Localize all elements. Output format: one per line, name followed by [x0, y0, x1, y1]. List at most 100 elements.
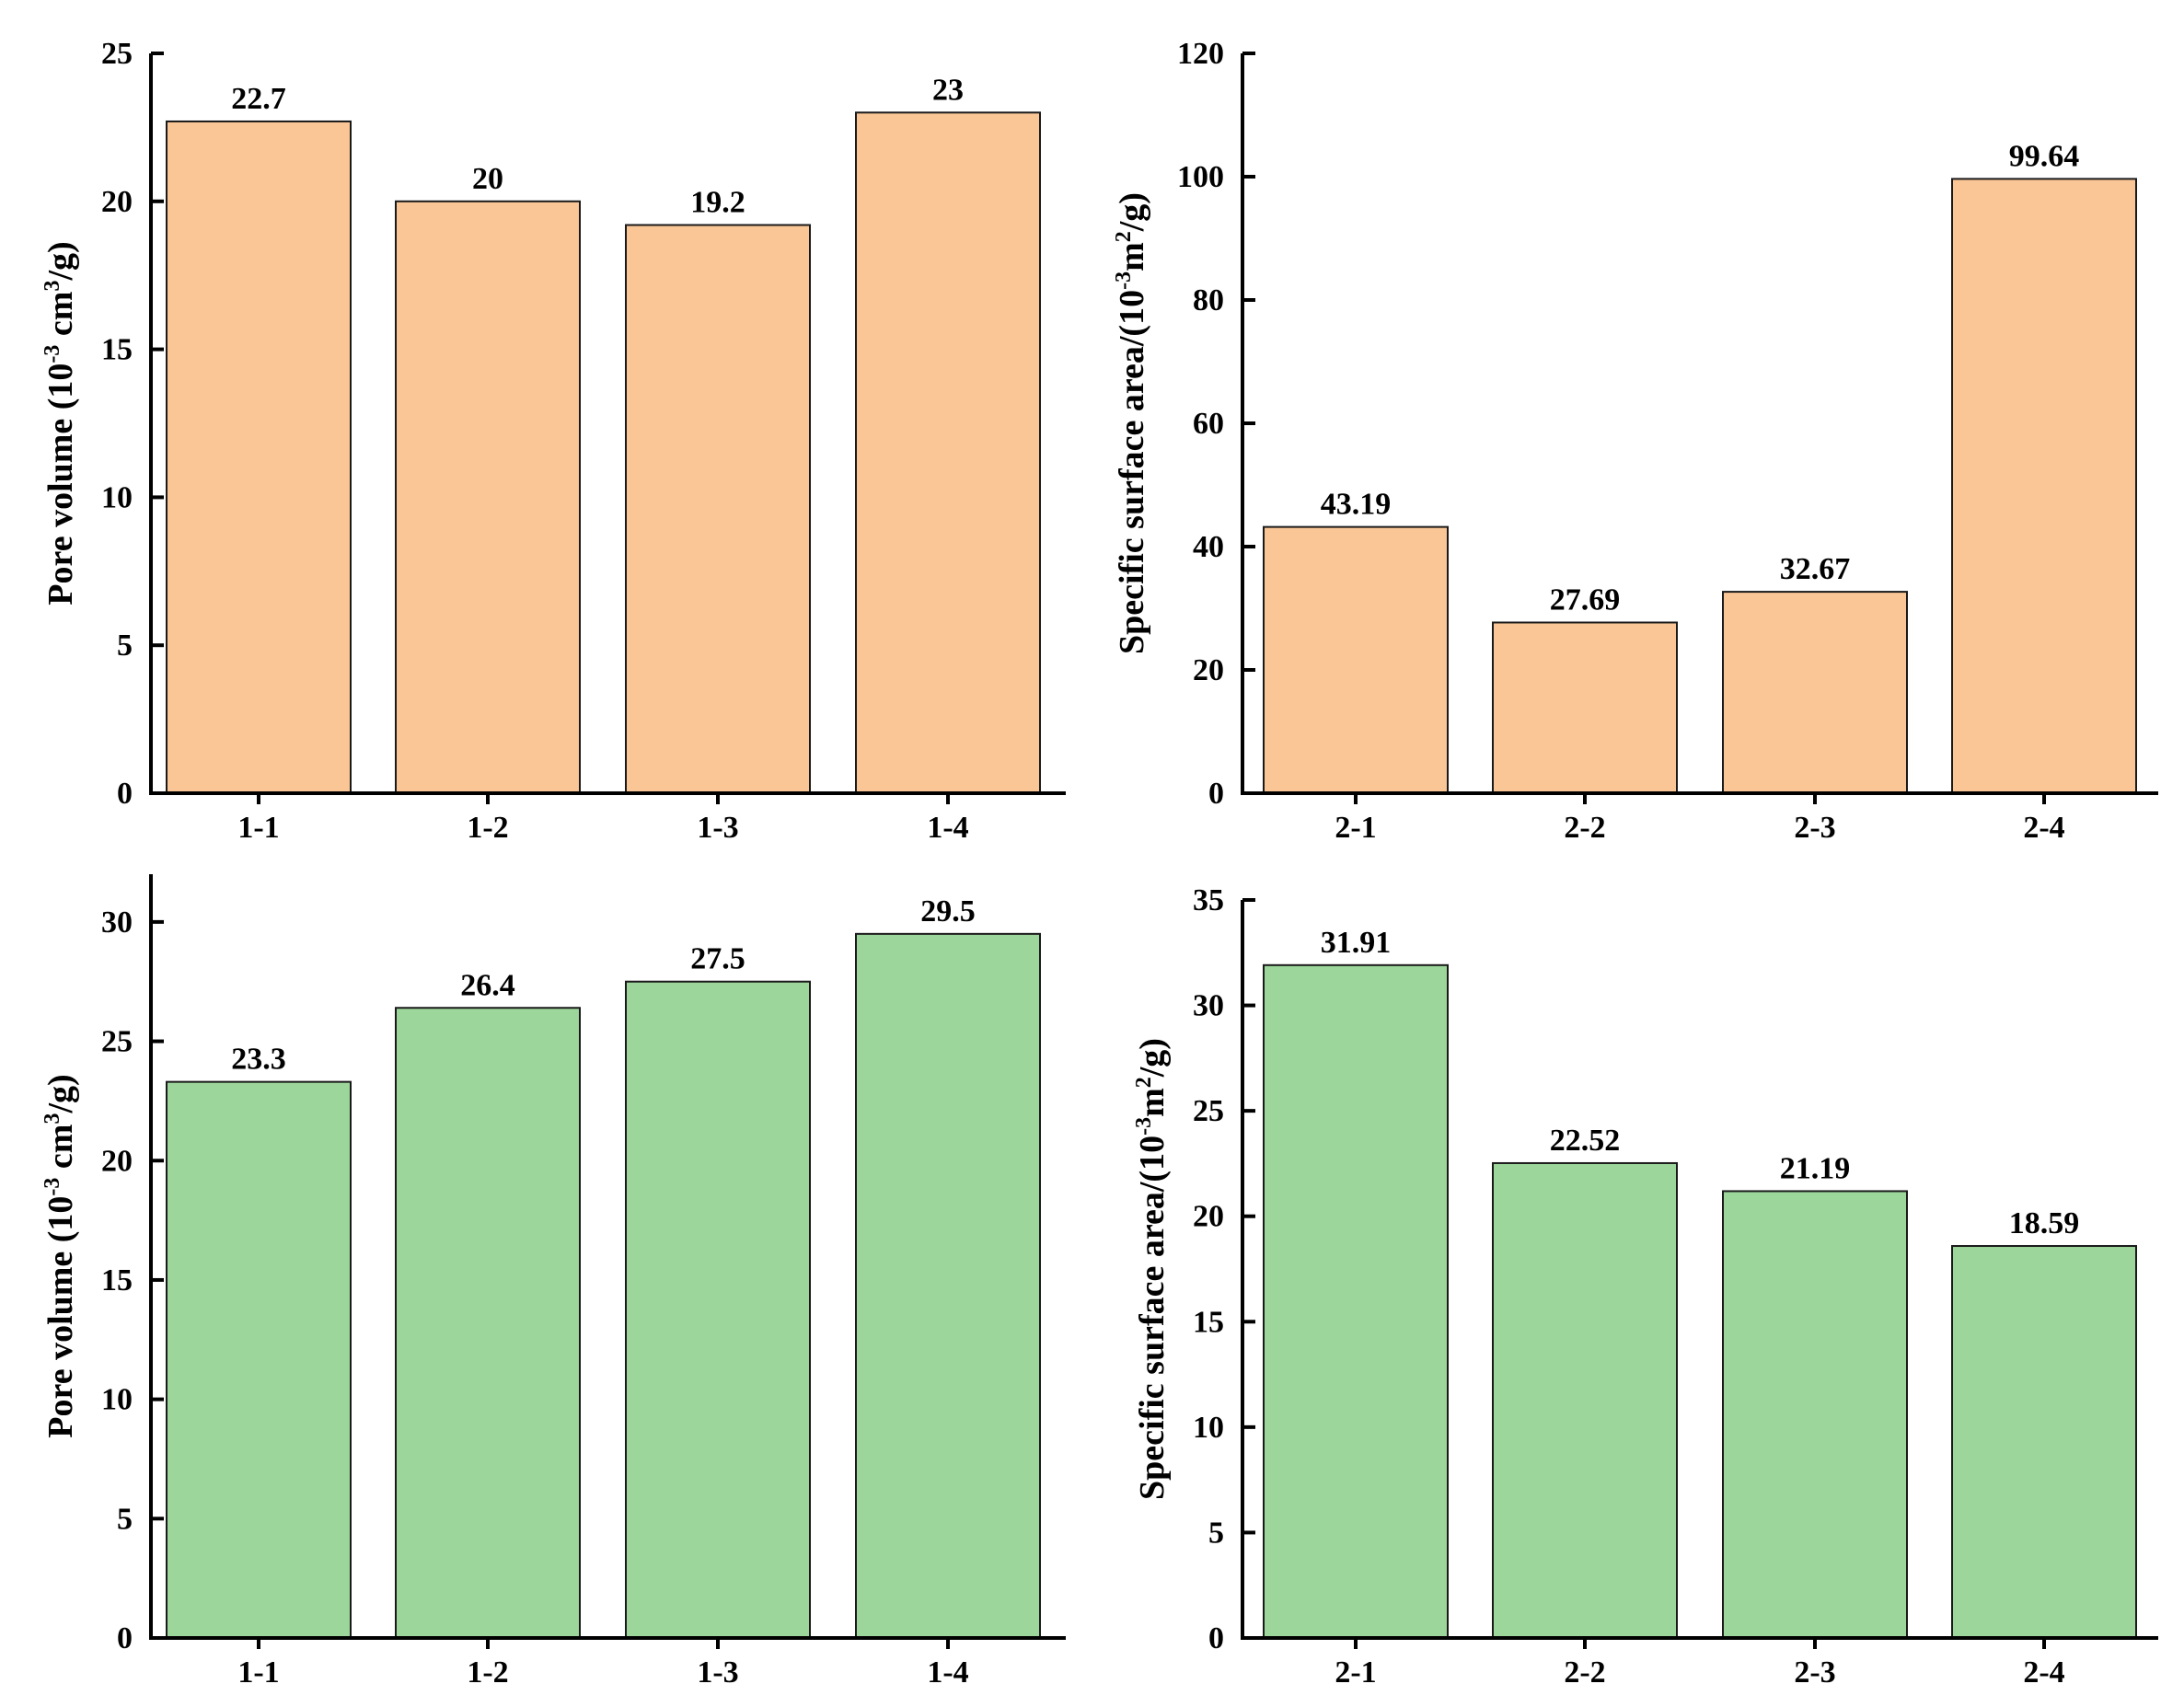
y-tick-label: 5 — [1208, 1516, 1224, 1550]
y-axis-label-superscript: 2 — [1132, 1077, 1156, 1088]
x-tick-label: 1-1 — [237, 1655, 279, 1690]
bar-2-1 — [1263, 525, 1449, 794]
x-tick-label: 1-2 — [467, 811, 508, 845]
y-axis-label-part: m — [1113, 242, 1151, 271]
bar-1-2 — [395, 200, 581, 795]
data-label-1-1: 22.7 — [231, 82, 286, 116]
y-axis-label: Specific surface area/(10-3m2/g) — [1132, 1038, 1172, 1500]
y-tick-label: 30 — [101, 905, 133, 940]
y-tick-label: 100 — [1177, 160, 1224, 194]
x-tick-label: 2-4 — [2023, 811, 2064, 845]
y-axis-label-superscript: -3 — [1112, 271, 1136, 290]
y-axis-label-part: Specific surface area/(10 — [1133, 1136, 1172, 1500]
y-tick-label: 5 — [117, 1502, 133, 1536]
x-tick-label: 2-3 — [1794, 811, 1835, 845]
data-label-1-1: 23.3 — [231, 1043, 286, 1077]
y-tick-label: 20 — [101, 1144, 133, 1178]
y-tick-label: 0 — [1208, 1621, 1224, 1655]
chart-panel-bottom-left: 23.3 26.4 27.5 29.5 0 5 10 15 20 25 30 1-1 1-2 1-3 1-4… — [40, 874, 1066, 1690]
data-label-2-4: 99.64 — [2009, 139, 2080, 173]
y-tick-label: 60 — [1193, 407, 1224, 441]
y-tick-label: 35 — [1193, 883, 1224, 917]
bar-2-4 — [1951, 1245, 2137, 1639]
y-axis-label-part: /g) — [1113, 192, 1151, 232]
bar-1-3 — [625, 980, 811, 1639]
y-tick-label: 15 — [1193, 1305, 1224, 1339]
chart-panel-bottom-right: 31.91 22.52 21.19 18.59 0 5 10 15 20 25 30 35 2-1 2-2… — [1132, 883, 2158, 1690]
y-tick-label: 0 — [117, 1621, 133, 1655]
y-axis-label-superscript: -3 — [1132, 1117, 1156, 1136]
x-tick-label: 1-4 — [927, 1655, 968, 1690]
data-label-1-3: 19.2 — [690, 186, 745, 220]
y-axis-label-part: Specific surface area/(10 — [1113, 290, 1151, 654]
bar-1-1 — [166, 1080, 352, 1639]
x-tick-label: 1-4 — [927, 811, 968, 845]
y-tick-label: 15 — [101, 1263, 133, 1298]
y-tick-label: 15 — [101, 333, 133, 367]
y-axis-label-part: cm — [41, 292, 80, 345]
data-label-2-2: 27.69 — [1550, 582, 1621, 617]
data-label-2-3: 32.67 — [1780, 552, 1851, 586]
y-axis-label: Pore volume (10-3 cm3/g) — [40, 1074, 80, 1437]
y-tick-label: 30 — [1193, 989, 1224, 1023]
y-tick-label: 25 — [1193, 1094, 1224, 1128]
y-tick-label: 120 — [1177, 37, 1224, 71]
y-axis-label-superscript: 3 — [40, 281, 64, 292]
data-label-2-4: 18.59 — [2009, 1206, 2080, 1240]
data-label-2-1: 43.19 — [1321, 488, 1392, 522]
data-label-1-2: 26.4 — [460, 968, 515, 1002]
y-tick-label: 20 — [101, 185, 133, 219]
bar-1-4 — [855, 932, 1041, 1639]
y-axis-label-superscript: 2 — [1112, 231, 1136, 242]
data-label-2-3: 21.19 — [1780, 1151, 1851, 1185]
data-label-1-3: 27.5 — [690, 942, 745, 976]
y-axis-label-part: m — [1133, 1088, 1172, 1117]
data-label-2-2: 22.52 — [1550, 1124, 1621, 1158]
data-label-1-2: 20 — [472, 162, 503, 196]
y-axis-label-part: Pore volume (10 — [41, 1196, 80, 1438]
data-label-1-4: 23 — [932, 73, 964, 107]
y-tick-label: 40 — [1193, 530, 1224, 564]
y-tick-label: 20 — [1193, 1200, 1224, 1234]
x-tick-label: 2-4 — [2023, 1655, 2064, 1690]
y-axis-label-part: /g) — [1133, 1038, 1172, 1078]
data-label-1-4: 29.5 — [920, 894, 976, 928]
x-tick-label: 2-1 — [1335, 811, 1376, 845]
bar-2-3 — [1722, 591, 1908, 795]
y-tick-label: 0 — [1208, 777, 1224, 811]
y-axis-label: Pore volume (10-3 cm3/g) — [40, 241, 80, 605]
y-tick-label: 25 — [101, 37, 133, 71]
y-tick-label: 10 — [101, 1383, 133, 1417]
x-tick-label: 2-1 — [1335, 1655, 1376, 1690]
bar-2-4 — [1951, 178, 2137, 795]
y-axis-label-superscript: 3 — [40, 1113, 64, 1125]
bar-1-4 — [855, 111, 1041, 794]
x-tick-label: 2-2 — [1564, 1655, 1605, 1690]
bar-2-2 — [1492, 621, 1678, 794]
bar-2-1 — [1263, 963, 1449, 1640]
chart-panel-top-left: 22.7 20 19.2 23 0 5 10 15 20 25 1-1 1-2 1-3 1-4 Pore v… — [40, 37, 1066, 845]
x-tick-label: 1-1 — [237, 811, 279, 845]
x-tick-label: 2-3 — [1794, 1655, 1835, 1690]
data-label-2-1: 31.91 — [1321, 926, 1392, 960]
y-axis-label-part: /g) — [41, 241, 80, 281]
y-tick-label: 0 — [117, 777, 133, 811]
x-tick-label: 1-2 — [467, 1655, 508, 1690]
y-axis-label-part: /g) — [41, 1074, 80, 1113]
bar-1-2 — [395, 1007, 581, 1639]
x-tick-label: 1-3 — [697, 811, 738, 845]
bar-1-1 — [166, 120, 352, 794]
y-tick-label: 10 — [101, 480, 133, 514]
y-axis-label-superscript: -3 — [40, 345, 64, 363]
y-tick-label: 10 — [1193, 1411, 1224, 1445]
y-axis-label-superscript: -3 — [40, 1178, 64, 1196]
bar-2-2 — [1492, 1161, 1678, 1640]
y-axis-label-part: cm — [41, 1125, 80, 1178]
y-tick-label: 5 — [117, 629, 133, 663]
y-axis-label: Specific surface area/(10-3m2/g) — [1112, 192, 1151, 654]
bar-2-3 — [1722, 1190, 1908, 1639]
y-axis-label-part: Pore volume (10 — [41, 363, 80, 606]
y-tick-label: 80 — [1193, 283, 1224, 317]
